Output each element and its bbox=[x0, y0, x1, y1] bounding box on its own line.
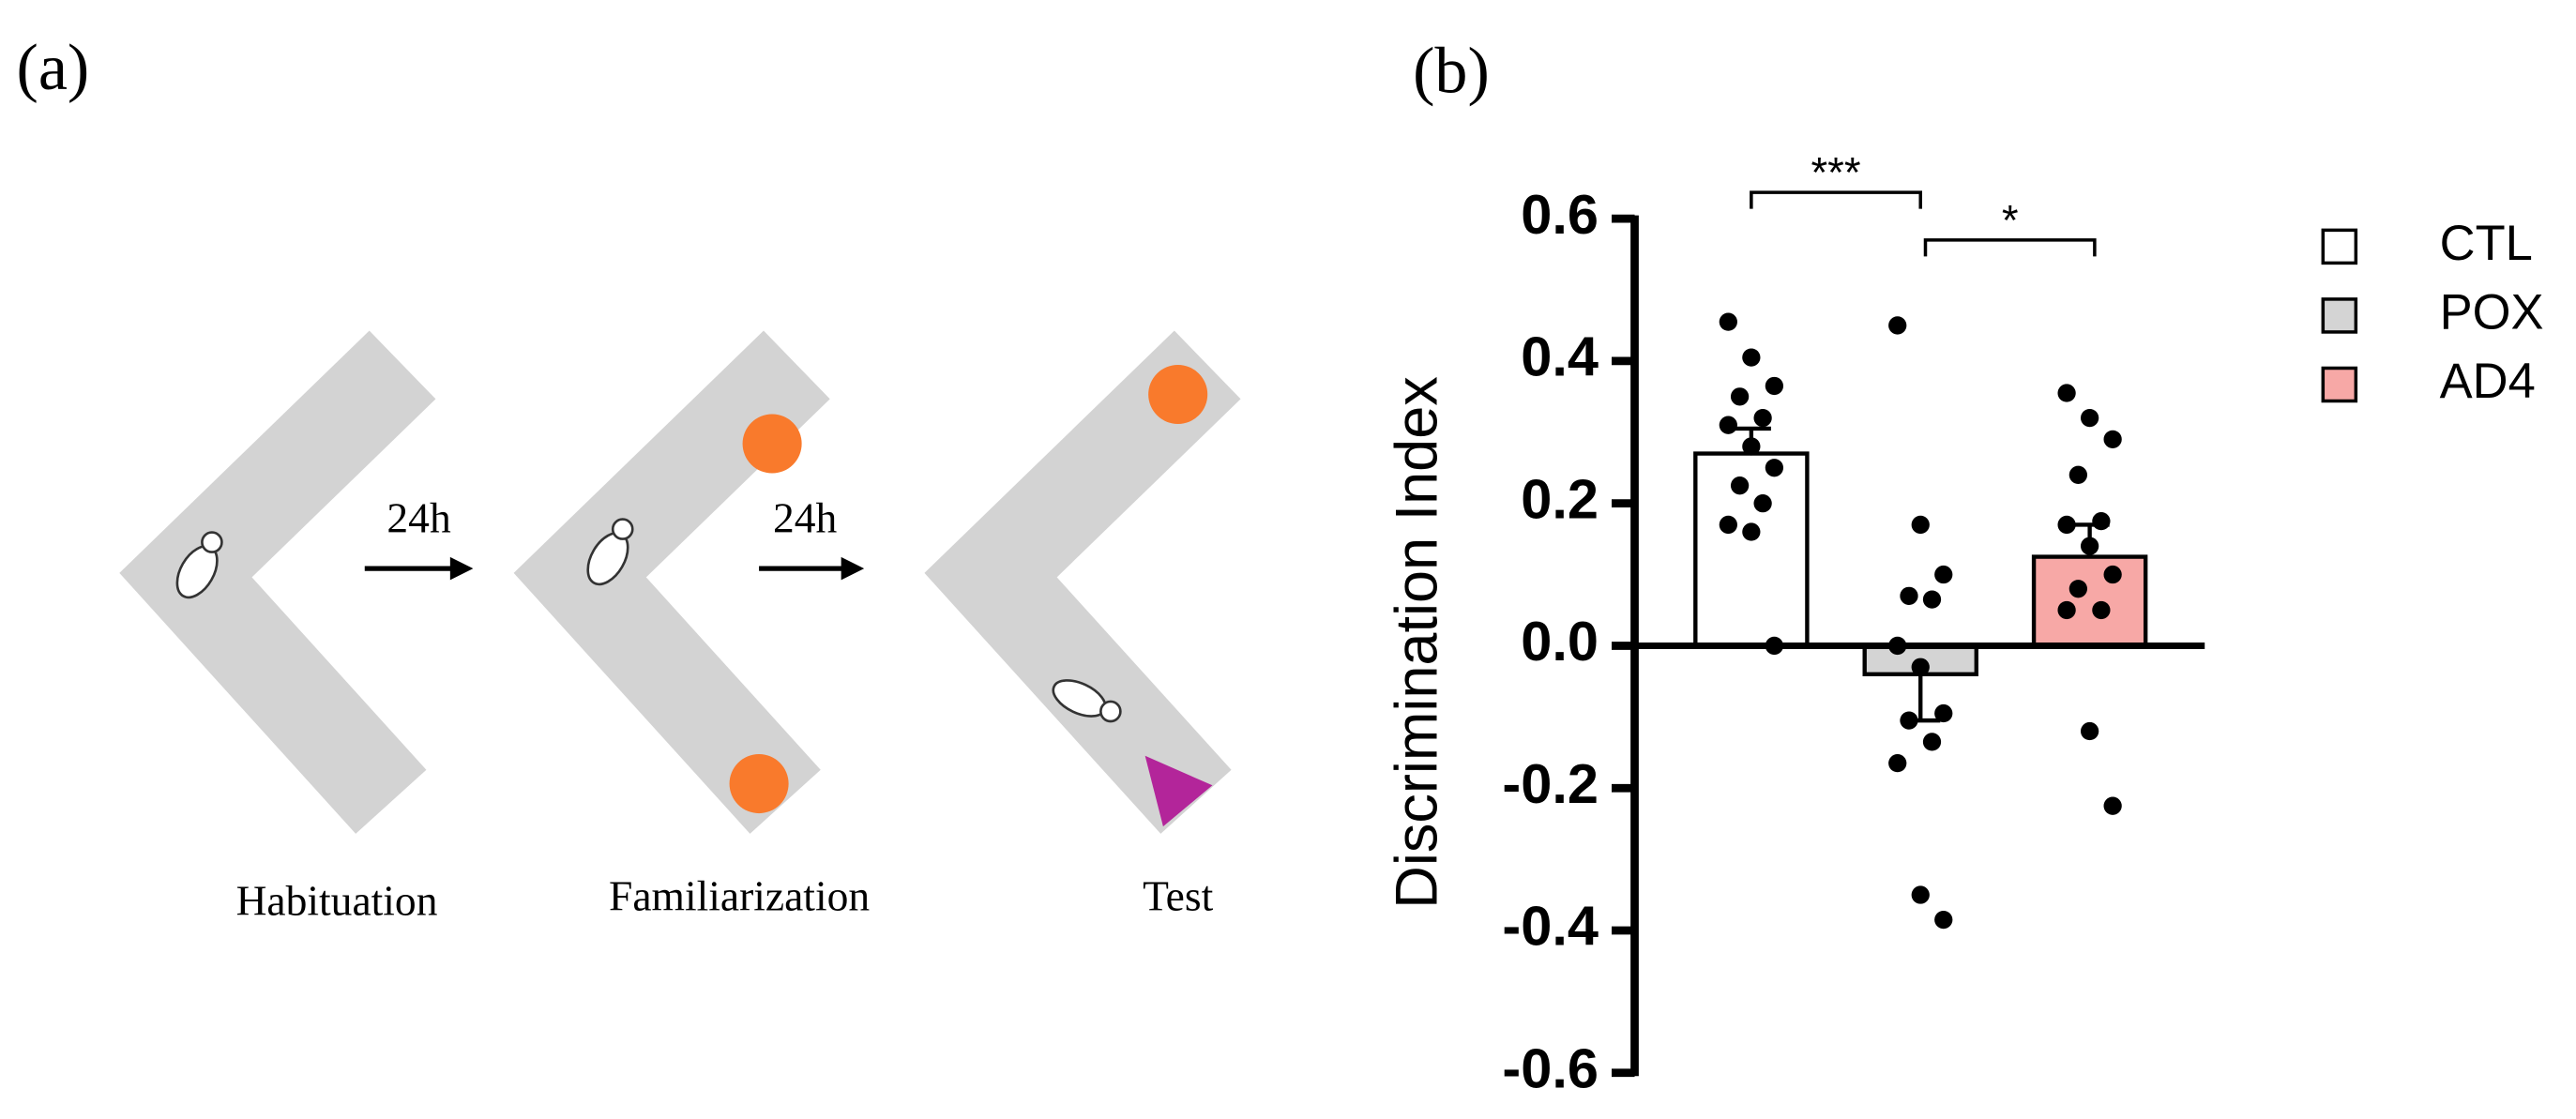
data-point bbox=[1742, 522, 1761, 541]
data-point bbox=[1765, 376, 1784, 396]
arrow-label: 24h bbox=[773, 494, 838, 542]
y-tick-label: -0.4 bbox=[1502, 895, 1599, 958]
legend-swatch bbox=[2321, 297, 2358, 334]
arrow-head bbox=[449, 556, 474, 581]
maze-group bbox=[119, 330, 1241, 834]
panel-label: (a) bbox=[17, 32, 90, 104]
data-point bbox=[1742, 348, 1761, 367]
y-maze bbox=[119, 330, 436, 834]
significance-bracket bbox=[1923, 238, 2097, 257]
panel-label: (b) bbox=[1413, 36, 1490, 108]
stage-label: Test bbox=[1143, 871, 1214, 919]
data-point bbox=[1753, 408, 1772, 428]
data-point bbox=[1719, 515, 1737, 535]
data-point bbox=[2057, 515, 2076, 535]
data-point bbox=[1730, 387, 1750, 406]
arrow-head bbox=[841, 556, 865, 581]
data-point bbox=[2103, 430, 2122, 448]
y-tick-label: 0.2 bbox=[1521, 467, 1599, 530]
data-point bbox=[1934, 703, 1953, 723]
legend-label: POX bbox=[2440, 284, 2544, 340]
data-point bbox=[2092, 600, 2111, 620]
legend-swatch bbox=[2321, 228, 2358, 265]
y-tick-label: 0.4 bbox=[1521, 325, 1599, 388]
data-point bbox=[1742, 437, 1761, 456]
significance-label: * bbox=[2002, 196, 2019, 244]
significance-label: *** bbox=[1811, 149, 1860, 197]
data-point bbox=[2068, 465, 2087, 484]
data-point bbox=[2080, 721, 2099, 741]
data-point bbox=[1922, 590, 1942, 609]
data-point bbox=[1719, 416, 1737, 434]
data-point bbox=[1934, 565, 1953, 584]
data-point bbox=[2057, 384, 2076, 402]
y-tick-label: 0.0 bbox=[1521, 610, 1599, 673]
data-point bbox=[1888, 316, 1907, 335]
y-tick-label: 0.6 bbox=[1521, 183, 1599, 246]
data-point bbox=[2103, 565, 2122, 584]
bar bbox=[1693, 451, 1810, 648]
data-point bbox=[1900, 711, 1918, 730]
data-point bbox=[2057, 600, 2076, 620]
data-point bbox=[1934, 910, 1953, 930]
mouse-head bbox=[1099, 700, 1122, 723]
mice bbox=[175, 518, 1122, 723]
legend-swatch bbox=[2321, 366, 2358, 403]
mouse-head bbox=[201, 531, 223, 553]
stage-label: Familiarization bbox=[609, 871, 870, 919]
data-point bbox=[1730, 476, 1750, 495]
object bbox=[742, 414, 802, 474]
data-point bbox=[1765, 459, 1784, 477]
data-point bbox=[1922, 733, 1942, 751]
arrow-label: 24h bbox=[386, 494, 451, 542]
y-tick-label: -0.6 bbox=[1502, 1037, 1599, 1100]
data-point bbox=[2080, 408, 2099, 428]
y-axis-label: Discrimination Index bbox=[1385, 376, 1450, 909]
object bbox=[729, 754, 789, 814]
bar bbox=[2031, 554, 2148, 648]
data-point bbox=[2080, 537, 2099, 555]
novel-object bbox=[1144, 755, 1213, 827]
data-point bbox=[1719, 312, 1737, 331]
data-point bbox=[1753, 494, 1772, 513]
y-maze bbox=[513, 330, 830, 834]
mouse-head bbox=[611, 518, 634, 540]
legend-label: AD4 bbox=[2440, 354, 2536, 409]
y-tick-label: -0.2 bbox=[1502, 752, 1599, 815]
significance-bracket bbox=[1750, 190, 1922, 209]
data-point bbox=[1911, 658, 1930, 676]
data-point bbox=[1888, 754, 1907, 773]
data-point bbox=[1911, 515, 1930, 535]
object bbox=[1148, 364, 1208, 425]
data-point bbox=[1911, 885, 1930, 904]
data-point bbox=[2092, 512, 2111, 531]
legend-label: CTL bbox=[2440, 216, 2533, 271]
data-point bbox=[1900, 586, 1918, 605]
y-maze bbox=[924, 330, 1241, 834]
stage-label: Habituation bbox=[236, 877, 438, 925]
data-point bbox=[2068, 580, 2087, 598]
data-point bbox=[2103, 796, 2122, 815]
